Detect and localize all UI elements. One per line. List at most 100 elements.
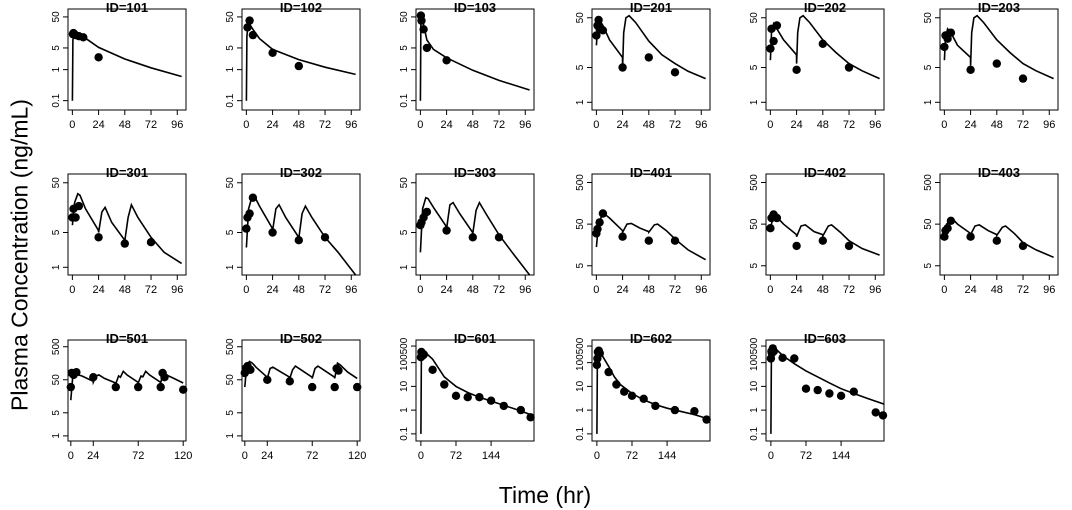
y-tick-label: 50 [923,12,934,24]
x-tick-label: 72 [843,284,855,296]
model-curve [596,348,707,434]
plot-frame [67,8,187,111]
x-tick-label: 144 [658,450,676,462]
observed-point [422,207,432,217]
observed-point [871,408,880,417]
observed-point [428,365,437,374]
observed-point [1018,74,1028,83]
observed-point [992,236,1001,245]
observed-point [766,224,775,233]
y-tick-label: 5 [749,64,760,70]
x-tick-label: 96 [869,119,881,131]
observed-point [330,382,339,392]
plot-frame [67,339,187,442]
observed-point [1018,241,1028,251]
panel-id-103: ID=103 0 24 48 72 96 0.1 1 5 50 [399,0,535,131]
model-curve [70,368,184,401]
observed-point [66,382,76,392]
y-tick-label: 100 [575,354,586,371]
y-tick-label: 1 [51,264,62,270]
x-tick-label: 72 [132,450,144,462]
panel-id-303: ID=303 0 24 48 72 96 1 5 50 [399,165,535,296]
x-tick-label: 0 [417,284,423,296]
observed-point [79,33,88,42]
y-tick-label: 50 [225,374,236,386]
x-tick-label: 96 [1043,284,1055,296]
plot-frame [591,8,711,111]
observed-point [263,375,272,384]
model-curve [245,23,356,101]
model-curve [71,192,183,265]
x-tick-label: 72 [669,284,681,296]
observed-point [245,209,254,218]
x-tick-label: 120 [348,450,366,462]
observed-point [294,61,303,71]
x-tick-label: 72 [493,119,505,131]
observed-point [778,353,787,362]
observed-point [179,385,188,394]
observed-point [992,59,1001,68]
x-tick-label: 0 [593,119,599,131]
observed-point [595,349,604,358]
observed-point [769,347,778,356]
observed-point [844,63,854,72]
observed-point [792,241,801,251]
x-tick-label: 72 [1017,284,1029,296]
observed-point [766,44,775,53]
x-tick-label: 96 [171,284,183,296]
observed-point [790,354,799,363]
y-tick-label: 500 [399,337,410,354]
x-tick-label: 72 [145,119,157,131]
panel-title: ID=302 [280,165,322,180]
y-tick-label: 50 [575,218,586,230]
x-tick-label: 24 [266,119,278,131]
observed-point [844,241,854,251]
observed-point [71,213,80,222]
x-tick-label: 72 [450,450,462,462]
x-tick-label: 72 [319,119,331,131]
x-tick-label: 144 [482,450,500,462]
observed-point [801,384,811,393]
x-tick-label: 24 [616,119,628,131]
panel-title: ID=103 [454,0,496,15]
y-tick-label: 1 [575,407,586,413]
observed-point [670,68,680,77]
observed-point [442,226,451,235]
x-tick-label: 48 [119,284,131,296]
plot-frame [591,173,711,276]
x-tick-label: 24 [87,450,99,462]
y-tick-label: 5 [923,263,934,269]
observed-point [825,389,834,398]
observed-point [94,53,103,62]
observed-point [308,382,317,392]
panel-title: ID=601 [454,331,496,346]
observed-point [422,43,432,53]
observed-point [639,394,648,403]
observed-point [620,387,629,396]
x-tick-label: 96 [695,119,707,131]
observed-point [966,65,975,75]
x-tick-label: 0 [418,450,424,462]
x-tick-label: 72 [493,284,505,296]
observed-point [94,233,103,242]
y-tick-label: 0.1 [575,426,586,440]
x-tick-label: 0 [594,450,600,462]
observed-point [468,233,477,242]
model-curve [769,217,880,256]
panel-title: ID=203 [978,0,1020,15]
y-tick-label: 1 [225,66,236,72]
y-tick-label: 5 [51,45,62,51]
observed-point [146,238,156,247]
x-tick-label: 96 [1043,119,1055,131]
observed-point [943,224,952,233]
x-tick-label: 48 [293,284,305,296]
plot-frame [765,339,885,442]
observed-point [526,413,535,422]
panel-title: ID=303 [454,165,496,180]
y-tick-label: 500 [575,337,586,354]
x-axis-title: Time (hr) [498,482,592,508]
observed-point [670,236,680,245]
